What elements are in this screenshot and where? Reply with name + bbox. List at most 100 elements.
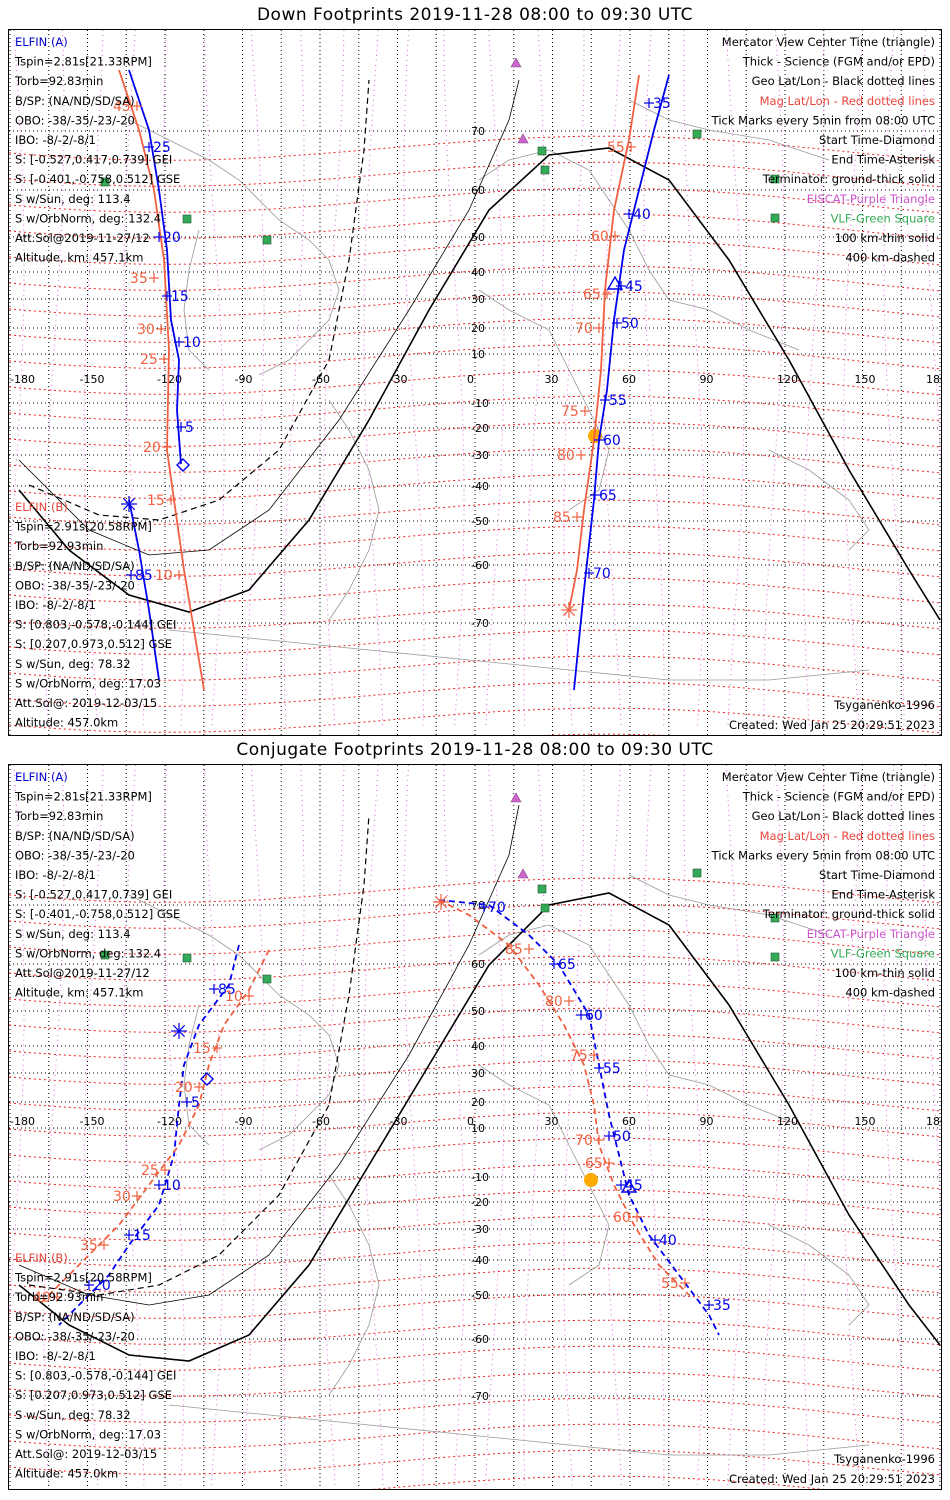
legend-line: Terminator: ground-thick solid	[762, 907, 935, 921]
elfin-a-tick-label: 70	[593, 566, 611, 582]
mag-lon-line	[244, 765, 265, 1486]
asterisk-stroke	[434, 895, 448, 909]
elfin-b-tick-label: 10	[225, 989, 243, 1005]
sun-icon	[584, 1173, 598, 1187]
mag-lat-line	[9, 473, 940, 500]
legend-line: VLF-Green Square	[831, 946, 935, 960]
vlf-square-icon	[770, 952, 780, 962]
mag-lat-line	[9, 187, 940, 214]
mag-lat-line	[9, 655, 940, 682]
elfin-b-info: ELFIN (B)	[15, 500, 68, 514]
elfin-b-tick-label: 15	[147, 493, 165, 509]
lat-label: 60	[471, 958, 485, 971]
coastline	[183, 1004, 210, 1146]
lon-label: -60	[312, 1115, 330, 1128]
lat-label: 30	[471, 293, 485, 306]
end-asterisk-icon	[171, 1023, 187, 1039]
coastline	[478, 149, 800, 351]
elfin-a-info: Altitude, km: 457.1km	[15, 986, 143, 1000]
lon-label: -90	[235, 373, 253, 386]
elfin-a-info: S w/Sun, deg: 113.4	[15, 927, 131, 941]
elfin-b-info: B/SP: (NA/ND/SD/SA)	[15, 1310, 135, 1324]
legend-line: Thick - Science (FGM and/or EPD)	[742, 790, 935, 804]
elfin-a-track	[573, 74, 670, 691]
coastline	[183, 229, 210, 371]
elfin-a-tick-label: 20	[163, 230, 181, 246]
lat-label: 70	[471, 125, 485, 138]
elfin-a-info: Tspin=2.81s[21.33RPM]	[14, 790, 152, 804]
lat-label: -30	[471, 449, 489, 462]
elfin-a-info: S w/Sun, deg: 113.4	[15, 192, 131, 206]
elfin-a-track	[438, 899, 720, 1336]
coastline	[328, 1174, 380, 1396]
elfin-b-tick-label: 20	[143, 440, 161, 456]
mag-lon-line	[203, 30, 225, 727]
elfin-b-track	[118, 69, 205, 691]
mag-lon-line	[643, 30, 665, 727]
elfin-b-tick-label: 85	[505, 942, 523, 958]
model-label: Tsyganenko-1996	[833, 1452, 935, 1466]
mag-lat-line	[9, 317, 940, 344]
mag-lat-line	[9, 1059, 940, 1086]
vlf-square-icon	[692, 868, 702, 878]
elfin-b-tick-label: 45	[113, 99, 131, 115]
map-down: -180 -150 -120 -90 -60 -30 0 30 60 90 120 150 180 70 6…	[8, 29, 942, 736]
terminator-100km	[18, 804, 520, 1306]
mag-lon-line	[726, 765, 745, 1486]
legend-line: End Time-Asterisk	[831, 888, 935, 902]
legend-line: 400 km-dashed	[845, 251, 935, 265]
vlf-square-icon	[770, 213, 780, 223]
mag-lat-line	[9, 1241, 940, 1268]
lon-label: 120	[777, 373, 798, 386]
elfin-b-tick-label: 75	[561, 404, 579, 420]
mag-lon-line	[443, 30, 465, 727]
mag-lon-line	[323, 765, 345, 1486]
mag-lon-line	[43, 30, 65, 727]
elfin-a-tick-label: 60	[585, 1008, 603, 1024]
mag-lat-line	[9, 1189, 940, 1216]
lon-label: 60	[622, 373, 636, 386]
mag-lat-line	[9, 1215, 940, 1242]
vlf-square-icon	[100, 950, 110, 960]
mag-lat-line	[9, 877, 940, 904]
elfin-b-tick-label: 40	[33, 1290, 51, 1306]
coastline	[128, 119, 340, 376]
lat-label: -10	[471, 397, 489, 410]
mag-lat-line	[9, 1007, 940, 1034]
elfin-b-info: IBO: -8/-2/-8/1	[15, 1349, 96, 1363]
lon-label: -30	[390, 373, 408, 386]
elfin-a-tick-label: 65	[599, 488, 617, 504]
elfin-b-info: S w/OrbNorm, deg: 17.03	[15, 676, 161, 690]
legend-line: Mercator View Center Time (triangle)	[722, 770, 935, 784]
elfin-b-info: Torb=92.93min	[14, 539, 103, 553]
elfin-a-info: B/SP: (NA/ND/SD/SA)	[15, 829, 135, 843]
legend-line: Start Time-Diamond	[819, 868, 935, 882]
elfin-b-tick-label: 80	[545, 994, 563, 1010]
elfin-b-tick-label: 20	[175, 1080, 193, 1096]
mag-lat-line	[9, 291, 940, 318]
mag-lon-line	[883, 30, 905, 727]
elfin-b-tick-label: 60	[591, 229, 609, 245]
map-conjugate-svg: -180 -150 -120 -90 -60 -30 0 30 60 90 120 150 180 70 6…	[9, 765, 941, 1489]
legend-line: Start Time-Diamond	[819, 133, 935, 147]
mag-lon-line	[283, 30, 305, 727]
legend-line: EISCAT-Purple Triangle	[807, 927, 935, 941]
elfin-a-info: OBO: -38/-35/-23/-20	[15, 113, 135, 127]
elfin-a-info: Tspin=2.81s[21.33RPM]	[14, 55, 152, 69]
elfin-a-info: S: [-0.401,-0.758,0.512] GSE	[15, 172, 180, 186]
elfin-b-tick-label: 55	[607, 140, 625, 156]
asterisk-stroke	[172, 1024, 186, 1038]
elfin-b-info: OBO: -38/-35/-23/-20	[15, 578, 135, 592]
elfin-a-tick-label: 85	[218, 982, 236, 998]
mag-lon-line	[9, 765, 25, 1338]
elfin-a-info: Torb=92.83min	[14, 809, 103, 823]
start-diamond-icon	[200, 1072, 214, 1086]
legend-line: Mag Lat/Lon - Red dotted lines	[760, 94, 935, 108]
lon-label: -180	[10, 1115, 35, 1128]
lon-label: -120	[157, 373, 182, 386]
mag-lon-line	[683, 765, 705, 1486]
terminator-ground	[18, 892, 941, 1362]
eiscat-triangle-icon	[517, 133, 529, 144]
elfin-b-tick-label: 10	[155, 568, 173, 584]
mag-lat-line	[9, 629, 940, 656]
